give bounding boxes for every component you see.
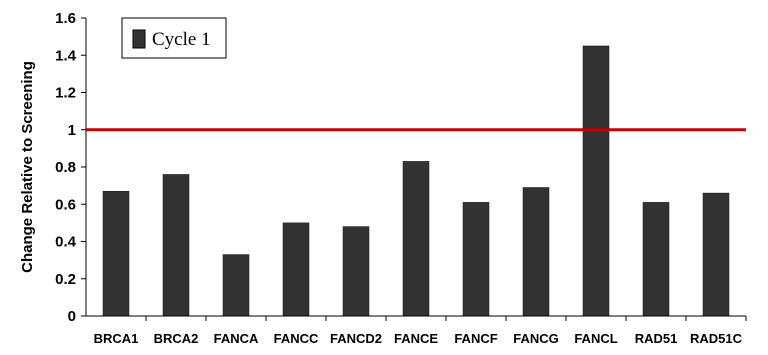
y-axis-title: Change Relative to Screening [19,61,36,273]
bar-fancc [282,222,310,317]
y-axis-ticks: 0 0.2 0.4 0.6 0.8 1 1.2 1.4 1.6 [55,10,86,325]
bar-fancf [462,202,490,317]
y-tick-label: 0.6 [55,196,76,213]
y-tick-label: 1.4 [55,47,77,64]
x-tick-label-rad51: RAD51 [635,331,678,346]
bars-group [102,45,730,317]
x-tick-label-brca2: BRCA2 [154,331,199,346]
x-tick-label-rad51c: RAD51C [690,331,743,346]
x-tick-label-fancg: FANCG [513,331,559,346]
y-tick-label: 1 [68,122,76,139]
y-tick-label: 0.8 [55,159,76,176]
bar-fanca [222,254,250,317]
bar-brca1 [102,190,130,317]
y-tick-label: 0.4 [55,234,77,251]
x-tick-label-fancf: FANCF [454,331,497,346]
x-tick-label-fance: FANCE [394,331,438,346]
y-tick-label: 0.2 [55,271,76,288]
bar-fancd2 [342,226,370,317]
x-tick-label-fancl: FANCL [574,331,617,346]
bar-fancg [522,187,550,317]
y-tick-label: 1.6 [55,10,76,27]
x-tick-label-fanca: FANCA [214,331,259,346]
bar-rad51c [702,192,730,317]
x-tick-label-fancc: FANCC [274,331,319,346]
legend-label: Cycle 1 [152,29,211,50]
x-tick-label-fancd2: FANCD2 [330,331,382,346]
bar-rad51 [642,202,670,317]
legend: Cycle 1 [121,17,227,59]
y-tick-label: 1.2 [55,85,76,102]
legend-swatch [132,29,146,49]
x-axis-labels: BRCA1 BRCA2 FANCA FANCC FANCD2 FANCE FANCF FANC… [94,316,747,346]
bar-fance [402,161,430,317]
y-tick-label: 0 [68,308,76,325]
bar-brca2 [162,174,190,317]
x-tick-label-brca1: BRCA1 [94,331,139,346]
bar-fancl [582,45,610,317]
